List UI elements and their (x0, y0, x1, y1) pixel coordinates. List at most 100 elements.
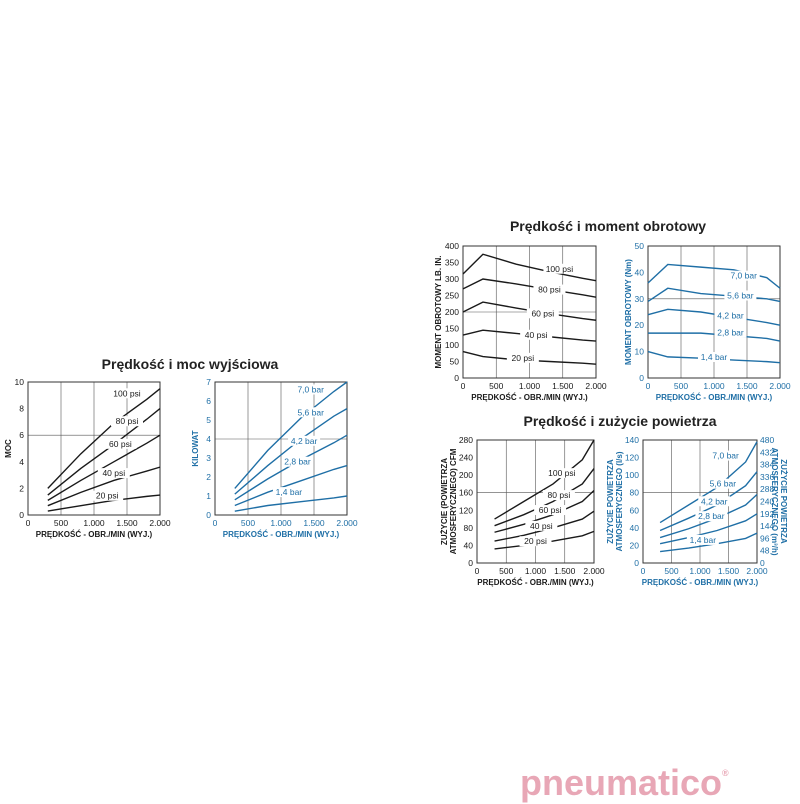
series-label-bg (714, 310, 747, 321)
series-label-bg (520, 329, 553, 340)
series-label-bg (506, 352, 539, 363)
series-label-bg (727, 270, 760, 281)
series-label: 2,8 bar (284, 457, 311, 467)
x-tick-label: 0 (646, 381, 651, 391)
y2-tick-label: 240 (760, 497, 774, 507)
y2-tick-label: 0 (760, 558, 765, 568)
y-tick-label: 120 (625, 453, 639, 463)
series-line-7-0-bar (647, 263, 781, 289)
series-label: 80 psi (548, 490, 571, 500)
x-tick-label: 500 (499, 566, 513, 576)
series-line-80-psi (462, 278, 597, 298)
y-tick-label: 3 (206, 453, 211, 463)
x-tick-label: 1.500 (736, 381, 758, 391)
plot-frame (214, 381, 348, 516)
title-torque: Prędkość i moment obrotowy (510, 218, 706, 234)
series-label: 4,2 bar (291, 436, 318, 446)
series-line-2-8-bar (659, 513, 758, 545)
series-label: 7,0 bar (297, 385, 324, 395)
y-tick-label: 30 (635, 294, 645, 304)
chart-air-bar: 0 500 1.000 1.500 2.000020406080100120140048… (606, 435, 788, 587)
x-tick-label: 1.500 (552, 381, 574, 391)
series-line-40-psi (47, 466, 161, 507)
series-label: 60 psi (539, 505, 562, 515)
series-label: 5,6 bar (710, 479, 737, 489)
series-label-bg (525, 520, 558, 531)
x-tick-label: 1.000 (519, 381, 541, 391)
series-label-bg (111, 416, 143, 427)
y-axis-label: MOMENT OBROTOWY LB. IN. (434, 255, 443, 368)
y-tick-label: 6 (206, 396, 211, 406)
x-tick-label: 2.000 (149, 518, 171, 528)
series-label-bg (542, 490, 575, 501)
y-tick-label: 40 (635, 267, 645, 277)
series-label: 80 psi (538, 285, 561, 295)
series-line-1-4-bar (234, 495, 348, 512)
series-label: 5,6 bar (727, 290, 754, 300)
x-tick-label: 1.000 (689, 566, 711, 576)
series-label: 1,4 bar (701, 352, 728, 362)
y-tick-label: 350 (445, 258, 459, 268)
series-label: 2,8 bar (698, 511, 725, 521)
y2-tick-label: 144 (760, 521, 774, 531)
series-label: 5,6 bar (297, 407, 324, 417)
y-tick-label: 6 (19, 430, 24, 440)
x-tick-label: 500 (664, 566, 678, 576)
series-label-bg (533, 284, 566, 295)
series-line-20-psi (494, 530, 595, 550)
series-label: 40 psi (102, 468, 125, 478)
y-tick-label: 5 (206, 415, 211, 425)
series-label: 20 psi (512, 353, 535, 363)
series-label-bg (519, 536, 552, 547)
y-tick-label: 150 (445, 324, 459, 334)
y-tick-label: 280 (459, 435, 473, 445)
x-axis-label: PRĘDKOŚĆ - OBR./MIN (WYJ.) (642, 578, 759, 587)
y-axis-label: MOMENT OBROTOWY (Nm) (624, 259, 633, 365)
chart-power-bar: 0 500 1.000 1.500 2.000 0 1 2 3 4 5 6 7 PRĘDKOŚĆ - OB… (191, 377, 358, 539)
x-tick-label: 0 (26, 518, 31, 528)
x-tick-label: 1.000 (270, 518, 292, 528)
series-label-bg (104, 438, 137, 449)
plot-frame (476, 439, 595, 564)
registered-mark: ® (722, 768, 729, 778)
y-tick-label: 10 (635, 347, 645, 357)
series-line-80-psi (47, 408, 161, 496)
x-tick-label: 0 (461, 381, 466, 391)
y-tick-label: 1 (206, 491, 211, 501)
x-axis-label: PRĘDKOŚĆ - OBR./MIN (WYJ.) (477, 578, 594, 587)
y-axis-label: ZUŻYCIE (POWIETRZA (440, 458, 449, 545)
y-tick-label: 0 (468, 558, 473, 568)
y2-axis-label: ZUŻYCIE POWIETRZA (779, 459, 788, 544)
y-tick-label: 300 (445, 274, 459, 284)
chart-power-psi: 0 500 1.000 1.500 2.000 0 2 4 6 8 10 PRĘDKOŚĆ - OBR… (4, 377, 171, 539)
series-label-bg (724, 290, 757, 301)
series-label-bg (526, 308, 559, 319)
series-label-bg (272, 487, 305, 498)
y-tick-label: 40 (630, 523, 640, 533)
series-line-5-6-bar (647, 287, 781, 303)
brand-logo: pneumatico® (520, 762, 729, 804)
series-line-60-psi (47, 434, 161, 501)
series-label-bg (545, 468, 578, 479)
y-tick-label: 100 (625, 470, 639, 480)
y-tick-label: 100 (445, 340, 459, 350)
x-axis-label: PRĘDKOŚĆ - OBR./MIN (WYJ.) (223, 530, 340, 539)
y2-tick-label: 96 (760, 533, 770, 543)
series-line-100-psi (494, 439, 595, 520)
series-label-bg (695, 511, 728, 522)
y-tick-label: 60 (630, 505, 640, 515)
x-tick-label: 1.000 (525, 566, 547, 576)
y-tick-label: 50 (635, 241, 645, 251)
series-label: 20 psi (524, 536, 547, 546)
series-label: 4,2 bar (717, 310, 744, 320)
series-label: 40 psi (525, 330, 548, 340)
series-label: 60 psi (531, 308, 554, 318)
x-tick-label: 1.500 (554, 566, 576, 576)
series-label: 100 psi (546, 264, 574, 274)
series-label: 100 psi (548, 468, 576, 478)
y-tick-label: 0 (634, 558, 639, 568)
series-label-bg (288, 435, 321, 446)
y-tick-label: 7 (206, 377, 211, 387)
y2-tick-label: 336 (760, 472, 774, 482)
series-label: 7,0 bar (712, 451, 739, 461)
